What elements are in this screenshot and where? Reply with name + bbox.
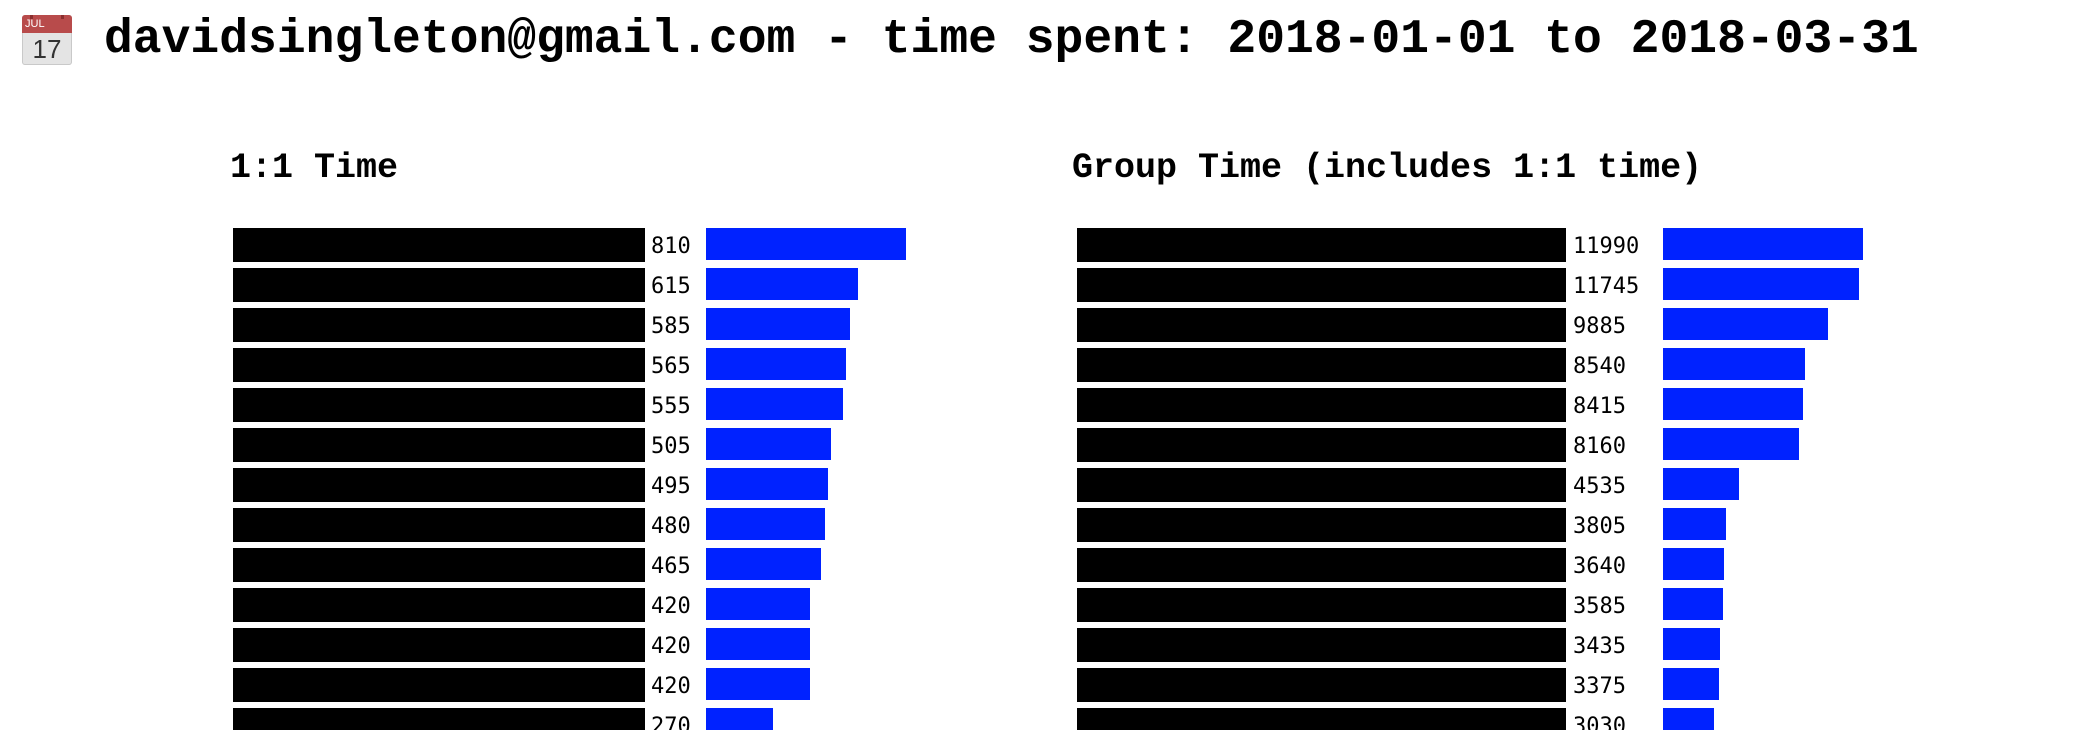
redacted-category-label bbox=[1077, 308, 1566, 342]
bar bbox=[1663, 548, 1724, 580]
redacted-category-label bbox=[233, 268, 645, 302]
redacted-category-label bbox=[1077, 708, 1566, 730]
redacted-category-label bbox=[233, 348, 645, 382]
redacted-category-label bbox=[233, 508, 645, 542]
bar bbox=[706, 388, 843, 420]
bar bbox=[1663, 588, 1723, 620]
bar-value-label: 465 bbox=[651, 554, 691, 579]
bar-value-label: 9885 bbox=[1573, 314, 1626, 339]
bar-value-label: 11745 bbox=[1573, 274, 1639, 299]
bar-value-label: 585 bbox=[651, 314, 691, 339]
bar-value-label: 3030 bbox=[1573, 714, 1626, 730]
bar-value-label: 420 bbox=[651, 634, 691, 659]
redacted-category-label bbox=[1077, 508, 1566, 542]
bar-value-label: 565 bbox=[651, 354, 691, 379]
bar bbox=[706, 628, 810, 660]
bar bbox=[706, 708, 773, 730]
page-title: davidsingleton@gmail.com - time spent: 2… bbox=[104, 13, 1919, 67]
redacted-category-label bbox=[1077, 348, 1566, 382]
bar-value-label: 555 bbox=[651, 394, 691, 419]
redacted-category-label bbox=[1077, 268, 1566, 302]
bar bbox=[1663, 268, 1859, 300]
redacted-category-label bbox=[233, 428, 645, 462]
bar-value-label: 3585 bbox=[1573, 594, 1626, 619]
bar bbox=[1663, 308, 1828, 340]
bar-value-label: 11990 bbox=[1573, 234, 1639, 259]
bar-value-label: 3640 bbox=[1573, 554, 1626, 579]
redacted-category-label bbox=[233, 708, 645, 730]
chart-title-group: Group Time (includes 1:1 time) bbox=[1072, 148, 1703, 188]
bar bbox=[706, 548, 821, 580]
bar-value-label: 615 bbox=[651, 274, 691, 299]
bar-value-label: 505 bbox=[651, 434, 691, 459]
redacted-category-label bbox=[1077, 668, 1566, 702]
bar bbox=[1663, 228, 1863, 260]
bar bbox=[706, 348, 846, 380]
bar bbox=[706, 468, 828, 500]
bar bbox=[1663, 508, 1726, 540]
calendar-day: 17 bbox=[32, 34, 62, 64]
bar-value-label: 8160 bbox=[1573, 434, 1626, 459]
page-header: JUL 17 davidsingleton@gmail.com - time s… bbox=[22, 10, 1919, 70]
redacted-category-label bbox=[1077, 468, 1566, 502]
bar bbox=[706, 268, 858, 300]
redacted-category-label bbox=[233, 628, 645, 662]
bar-value-label: 3375 bbox=[1573, 674, 1626, 699]
bar bbox=[1663, 428, 1799, 460]
bar bbox=[706, 428, 831, 460]
redacted-category-label bbox=[233, 668, 645, 702]
bar bbox=[706, 228, 906, 260]
bar-value-label: 810 bbox=[651, 234, 691, 259]
bar-value-label: 420 bbox=[651, 674, 691, 699]
bar bbox=[1663, 668, 1719, 700]
calendar-icon: JUL 17 bbox=[22, 15, 72, 65]
redacted-category-label bbox=[233, 228, 645, 262]
bar bbox=[1663, 348, 1805, 380]
redacted-category-label bbox=[233, 388, 645, 422]
redacted-category-label bbox=[1077, 628, 1566, 662]
redacted-category-label bbox=[1077, 548, 1566, 582]
bar-value-label: 8415 bbox=[1573, 394, 1626, 419]
redacted-category-label bbox=[1077, 228, 1566, 262]
bar-value-label: 480 bbox=[651, 514, 691, 539]
redacted-category-label bbox=[1077, 588, 1566, 622]
bar-value-label: 495 bbox=[651, 474, 691, 499]
bar bbox=[1663, 628, 1720, 660]
redacted-category-label bbox=[233, 548, 645, 582]
chart-title-one-on-one: 1:1 Time bbox=[230, 148, 399, 188]
calendar-rings bbox=[30, 15, 64, 19]
bar-value-label: 420 bbox=[651, 594, 691, 619]
bar bbox=[1663, 468, 1739, 500]
bar bbox=[706, 668, 810, 700]
redacted-category-label bbox=[233, 468, 645, 502]
bar bbox=[706, 588, 810, 620]
bar-value-label: 8540 bbox=[1573, 354, 1626, 379]
bar bbox=[1663, 708, 1714, 730]
bar bbox=[706, 308, 850, 340]
bar-value-label: 270 bbox=[651, 714, 691, 730]
bar bbox=[1663, 388, 1803, 420]
bar-value-label: 4535 bbox=[1573, 474, 1626, 499]
bar-value-label: 3805 bbox=[1573, 514, 1626, 539]
redacted-category-label bbox=[233, 588, 645, 622]
bar bbox=[706, 508, 825, 540]
redacted-category-label bbox=[233, 308, 645, 342]
bar-value-label: 3435 bbox=[1573, 634, 1626, 659]
redacted-category-label bbox=[1077, 428, 1566, 462]
calendar-month: JUL bbox=[22, 15, 72, 33]
redacted-category-label bbox=[1077, 388, 1566, 422]
